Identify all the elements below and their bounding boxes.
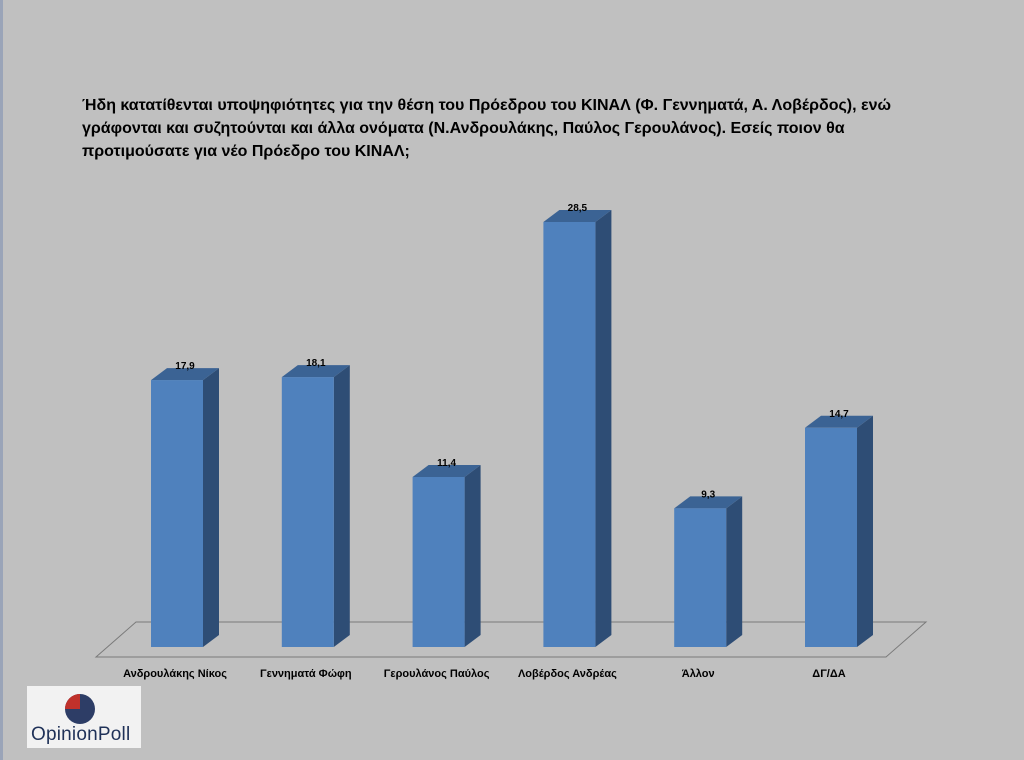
logo-icon (65, 694, 95, 724)
bar-3 (412, 465, 481, 647)
data-label: 18,1 (306, 358, 326, 369)
data-label: 11,4 (437, 458, 456, 469)
bar-front (281, 377, 334, 647)
bar-side (203, 368, 219, 647)
bar-top (805, 415, 873, 428)
data-label: 9,3 (701, 489, 715, 500)
data-label: 14,7 (829, 409, 849, 420)
category-label: Γεννηματά Φώφη (260, 668, 352, 680)
logo-text-poll: Poll (97, 724, 131, 745)
chart-floor (94, 621, 928, 658)
category-label: Ανδρουλάκης Νίκος (123, 668, 227, 680)
bar-side (333, 365, 350, 647)
window-edge (0, 0, 3, 760)
opinion-poll-logo: OpinionPoll (27, 686, 141, 748)
chart-title: Ήδη κατατίθενται υποψηφιότητες για την θ… (82, 97, 892, 160)
bar-side (726, 496, 743, 647)
category-label: ΔΓ/ΔΑ (812, 668, 845, 680)
logo-text-opinion: Opinion (31, 724, 98, 745)
bar-top (543, 210, 612, 222)
bar-top (281, 365, 350, 378)
bar-6 (805, 415, 873, 647)
bar-side (464, 465, 481, 647)
bar-top (151, 368, 219, 381)
data-label: 28,5 (568, 203, 588, 214)
bar-front (151, 380, 203, 647)
bar-2 (281, 365, 350, 647)
category-label: Γερουλάνος Παύλος (384, 668, 490, 680)
bar-1 (151, 368, 219, 647)
bar-side (595, 210, 612, 647)
category-label: Λοβέρδος Ανδρέας (518, 668, 617, 680)
bar-top (674, 496, 743, 509)
category-label: Άλλον (682, 668, 715, 680)
bar-front (805, 427, 857, 647)
data-label: 17,9 (175, 361, 195, 372)
bar-side (857, 415, 873, 647)
bar-front (412, 477, 465, 647)
bar-4 (543, 210, 612, 647)
bar-front (674, 508, 727, 647)
bar-top (412, 465, 481, 477)
bar-front (543, 222, 596, 647)
bar-5 (674, 496, 743, 647)
logo-text: OpinionPoll (31, 724, 130, 746)
